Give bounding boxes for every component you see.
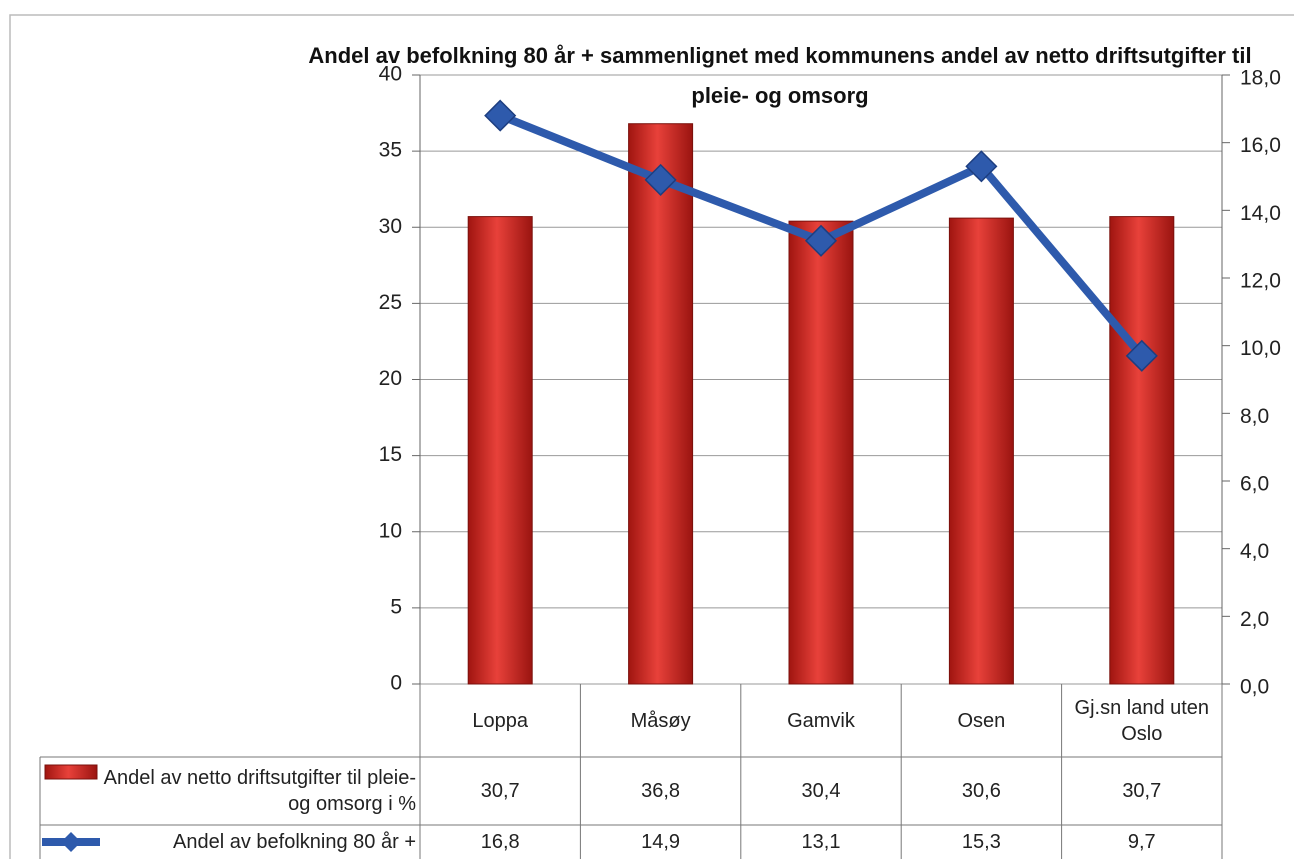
y2-tick-label: 16,0 [1240,134,1281,157]
table-value: 15,3 [961,831,1001,853]
frame [9,14,1294,859]
bar [948,217,1014,685]
marker [804,224,838,257]
y2-tick-label: 6,0 [1240,473,1269,496]
y-tick-label: 40 [379,63,402,86]
bar [628,123,694,685]
y-tick-label: 20 [379,367,402,390]
category-label: Loppa [472,709,528,732]
y-tick-label: 15 [379,443,402,466]
legend-label: Andel av netto driftsutgifter til pleie-… [103,767,416,815]
table-value: 36,8 [641,780,681,802]
chart-title: Andel av befolkning 80 år + sammenlignet… [308,43,1252,108]
marker [1125,339,1158,372]
y-tick-label: 35 [379,139,402,162]
y2-tick-label: 18,0 [1240,67,1281,90]
legend-label: Andel av befolkning 80 år + [173,831,416,853]
y-tick-label: 0 [390,672,402,695]
table-value: 16,8 [480,831,520,853]
marker [644,163,677,196]
table-value: 9,7 [1127,831,1156,853]
y2-tick-label: 0,0 [1240,676,1269,699]
y2-tick-label: 12,0 [1240,270,1281,293]
category-label: Osen [957,709,1006,732]
y2-tick-label: 10,0 [1240,337,1281,360]
y-tick-label: 30 [379,215,402,238]
table-value: 30,7 [1122,780,1162,802]
category-label: Gamvik [787,709,855,732]
table-value: 30,6 [961,780,1001,802]
category-label: Gj.sn land uten Oslo [1074,696,1210,745]
y2-tick-label: 14,0 [1240,202,1281,225]
table-value: 14,9 [641,831,681,853]
y-tick-label: 10 [379,519,402,542]
table-value: 13,1 [801,831,841,853]
y2-tick-label: 8,0 [1240,405,1269,428]
marker [484,99,517,132]
table-value: 30,4 [801,780,841,802]
y-tick-label: 5 [390,595,402,618]
bar [788,220,854,685]
bar [1109,216,1175,685]
table-value: 30,7 [480,780,520,802]
category-label: Måsøy [630,709,691,732]
legend-key [44,764,98,780]
y-tick-label: 25 [379,291,402,314]
legend-key [61,832,81,852]
marker [965,150,998,183]
bar [467,216,533,685]
y2-tick-label: 4,0 [1240,540,1269,563]
y2-tick-label: 2,0 [1240,608,1269,631]
